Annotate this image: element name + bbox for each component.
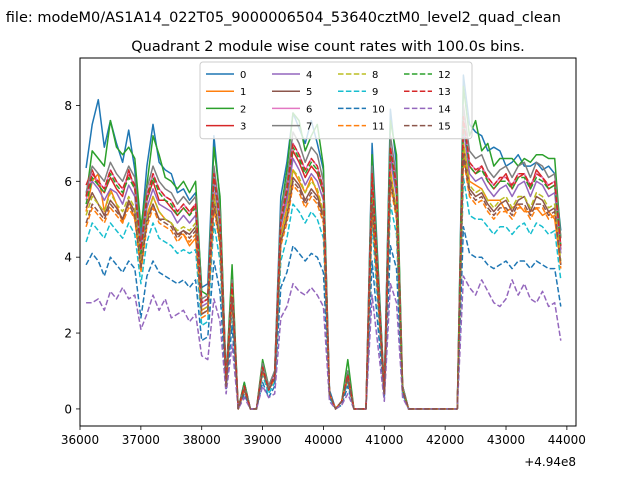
series-line-12 — [85, 119, 562, 410]
axes-frame — [79, 57, 577, 427]
legend-label-12: 12 — [438, 70, 451, 81]
legend-label-3: 3 — [240, 122, 246, 133]
x-axis-offset-text: +4.94e8 — [524, 455, 576, 469]
series-line-7 — [85, 104, 562, 410]
legend-frame — [199, 61, 473, 140]
y-tick-label: 4 — [64, 251, 72, 265]
y-tick-label: 6 — [64, 175, 72, 189]
legend-label-0: 0 — [240, 70, 246, 81]
y-tick-label: 2 — [64, 327, 72, 341]
legend-label-7: 7 — [306, 122, 312, 133]
x-tick-label: 38000 — [183, 433, 221, 447]
x-tick-label: 37000 — [122, 433, 160, 447]
x-tick-label: 36000 — [61, 433, 99, 447]
legend-label-1: 1 — [240, 87, 246, 98]
legend-label-11: 11 — [372, 122, 385, 133]
legend-label-15: 15 — [438, 122, 451, 133]
legend-label-5: 5 — [306, 87, 312, 98]
x-axis: 36000 37000 38000 39000 40000 41000 42000 43000… — [61, 426, 586, 447]
series-line-2 — [85, 85, 562, 410]
legend-label-4: 4 — [306, 70, 312, 81]
legend-label-2: 2 — [240, 104, 246, 115]
series-line-10 — [85, 226, 562, 410]
x-tick-label: 43000 — [487, 433, 525, 447]
x-tick-label: 42000 — [426, 433, 464, 447]
series-line-11 — [85, 157, 562, 410]
y-axis: 0 2 4 6 8 — [64, 99, 80, 416]
x-tick-label: 44000 — [548, 433, 586, 447]
series-line-13 — [85, 116, 562, 410]
chart-title: Quadrant 2 module wise count rates with … — [131, 39, 525, 55]
legend-label-10: 10 — [372, 104, 385, 115]
series-layer — [85, 74, 562, 410]
series-line-14 — [86, 275, 562, 410]
x-tick-label: 40000 — [304, 433, 342, 447]
figure-suptitle: n file: modeM0/AS1A14_022T05_9000006504_… — [0, 10, 561, 26]
x-tick-label: 39000 — [243, 433, 281, 447]
legend-label-9: 9 — [372, 87, 378, 98]
x-tick-label: 41000 — [365, 433, 403, 447]
legend-label-8: 8 — [372, 70, 378, 81]
legend-label-14: 14 — [438, 104, 451, 115]
y-tick-label: 0 — [64, 402, 72, 416]
legend-label-13: 13 — [438, 87, 451, 98]
series-line-15 — [85, 153, 562, 410]
y-tick-label: 8 — [64, 99, 72, 113]
legend-label-6: 6 — [306, 104, 312, 115]
